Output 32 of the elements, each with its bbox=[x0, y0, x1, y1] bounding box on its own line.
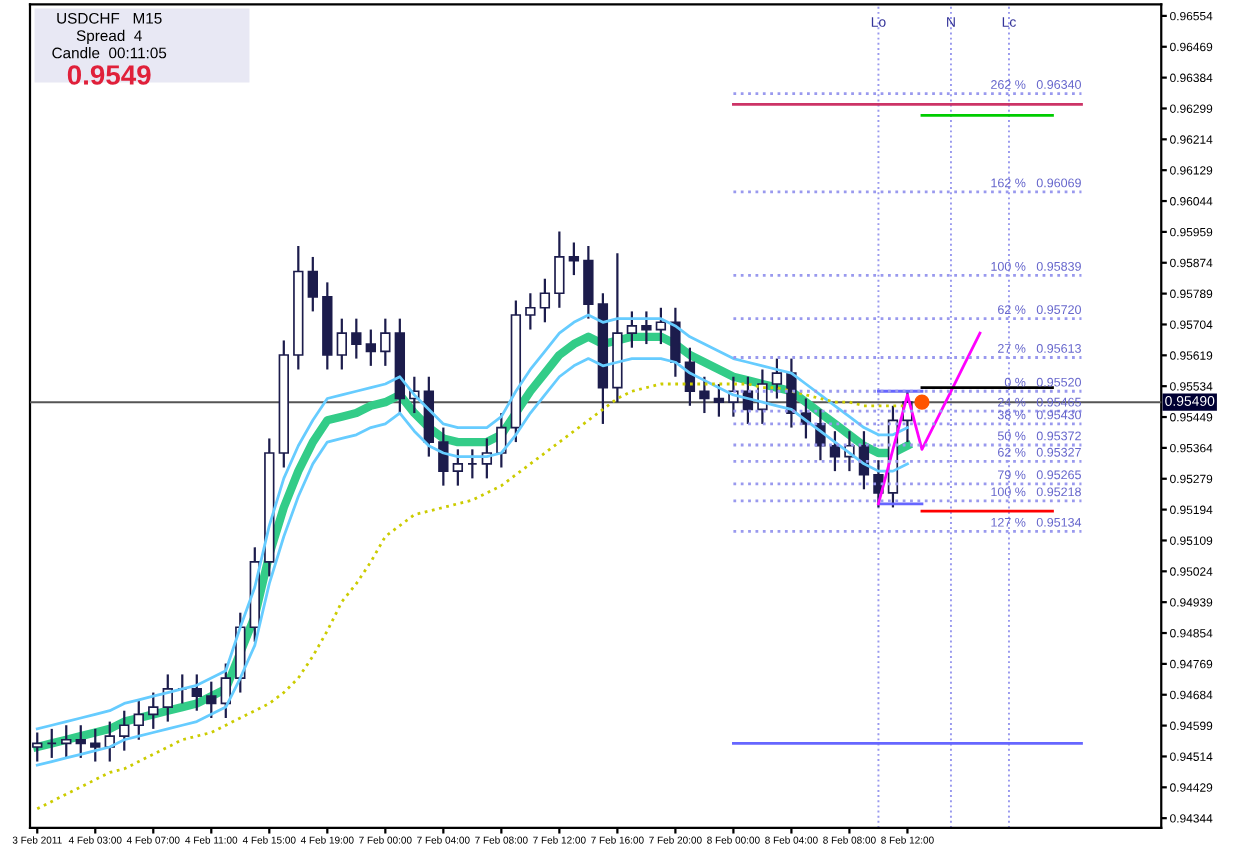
candlestick bbox=[641, 310, 652, 346]
candlestick bbox=[90, 727, 101, 763]
candlestick bbox=[713, 382, 725, 418]
candlestick bbox=[452, 448, 464, 487]
candlestick bbox=[568, 241, 580, 277]
candlestick bbox=[699, 375, 710, 415]
annotation: 0.9549 bbox=[67, 65, 151, 85]
candlestick bbox=[133, 698, 144, 741]
candlestick bbox=[583, 244, 594, 320]
candlestick bbox=[206, 680, 217, 720]
candlestick bbox=[438, 426, 449, 487]
candlestick bbox=[75, 724, 86, 760]
candlestick bbox=[655, 306, 667, 346]
candlestick bbox=[32, 731, 43, 763]
candlestick bbox=[771, 357, 783, 400]
candlestick bbox=[554, 230, 565, 309]
candlestick bbox=[365, 328, 377, 367]
candlestick bbox=[220, 662, 231, 720]
candlestick bbox=[626, 310, 638, 349]
candlestick bbox=[191, 673, 202, 712]
candlestick bbox=[670, 306, 681, 378]
candlestick bbox=[351, 317, 362, 360]
candlestick bbox=[539, 277, 551, 324]
candlestick bbox=[525, 292, 536, 331]
candlestick bbox=[119, 709, 130, 752]
line-series bbox=[877, 331, 982, 506]
candlestick bbox=[380, 317, 391, 367]
candlestick bbox=[307, 255, 318, 313]
candlestick bbox=[496, 411, 507, 469]
candlestick bbox=[148, 691, 159, 730]
candlestick bbox=[61, 724, 72, 760]
candlestick bbox=[336, 317, 348, 371]
